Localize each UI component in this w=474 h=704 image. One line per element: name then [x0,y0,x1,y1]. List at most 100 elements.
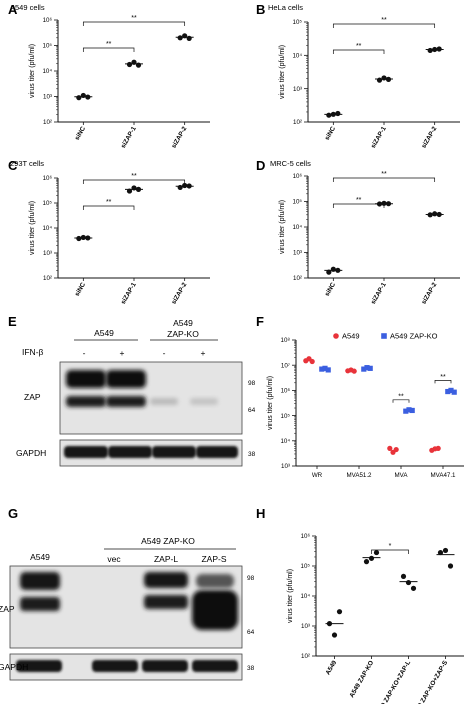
y-tick-label: 10² [301,653,310,660]
data-point-zap-ko [406,407,412,413]
significance-bracket [332,23,436,28]
y-tick-label: 10⁷ [281,362,290,369]
data-point [76,235,82,242]
data-point-a549 [351,368,357,374]
y-axis-label: virus titer (pfu/ml) [287,569,294,623]
blot-e-lane1-sign: - [83,348,86,358]
legend-marker-zap-ko [381,333,387,339]
y-axis-label: virus titer (pfu/ml) [279,45,286,99]
blot-g-mw-38: 38 [247,665,255,672]
x-tick-label: siNC [324,281,338,297]
blot-g-group-label: A549 ZAP-KO [141,536,195,546]
data-point-zap-ko [319,366,325,372]
data-point-zap-ko [361,366,367,372]
significance-label: ** [106,41,112,48]
y-tick-label: 10⁶ [43,175,53,182]
data-point-a549 [309,358,315,365]
data-point-zap-ko [403,408,409,414]
blot-g-gapdh-label: GAPDH [0,662,28,672]
x-tick-label: siZAP-2 [420,281,438,305]
blot-g-zap-label: ZAP [0,604,15,614]
data-point-zap-ko [367,365,373,371]
blot-g-lane-zap-s: ZAP-S [201,554,226,564]
y-tick-label: 10⁵ [281,413,291,420]
legend-marker-a549 [333,333,339,339]
y-axis-label: virus titer (pfu/ml) [29,44,36,98]
x-tick-label: A549 [325,659,339,676]
significance-bracket [82,47,135,52]
blot-g-mw-98: 98 [247,575,255,582]
data-point-zap-ko [364,365,370,371]
chart-title: A549 cells [10,3,45,12]
data-point [381,75,387,81]
y-tick-label: 10⁴ [280,438,290,445]
significance-bracket [82,21,186,26]
legend-label: A549 [342,332,360,341]
significance-bracket [82,205,135,210]
y-tick-label: 10⁴ [292,224,302,231]
x-tick-label: MVA51.2 [347,472,373,479]
blot-g-lane-zap-l: ZAP-L [154,554,178,564]
significance-label: ** [356,43,362,50]
x-tick-label: MVA47.1 [431,472,457,479]
data-point [331,632,338,638]
y-tick-label: 10⁴ [292,53,302,60]
blot-e-gapdh-label: GAPDH [16,448,46,458]
data-point [336,609,343,615]
y-axis-label: virus titer (pfu/ml) [29,201,36,255]
data-point [186,35,192,41]
data-point [437,549,444,556]
x-tick-label: WR [312,472,323,479]
y-tick-label: 10² [293,275,302,282]
panel-label-a: A [8,2,18,17]
significance-label: ** [131,15,137,22]
x-tick-label: siZAP-1 [370,281,388,305]
x-tick-label: siZAP-2 [420,125,438,149]
x-tick-label: MVA [395,472,409,479]
y-tick-label: 10³ [43,94,52,101]
significance-label: ** [131,173,137,180]
y-tick-label: 10² [43,275,52,282]
chart-mva-titers: 10³ 10⁴ 10⁵ 10⁶ 10⁷ 10⁸ virus titer (pfu/ml) WR… [267,332,464,479]
data-point [376,77,383,83]
data-point-a549 [387,445,393,451]
data-point-a549 [435,445,441,451]
y-tick-label: 10⁴ [300,593,310,600]
panel-label-b: B [256,2,265,17]
y-tick-label: 10³ [301,623,310,630]
blot-e-lane3-sign: - [163,348,166,358]
blot-e-group2-label-line2: ZAP-KO [167,329,199,339]
data-point [80,234,86,241]
significance-label: ** [381,171,387,178]
data-point-zap-ko [409,407,415,414]
legend-label: A549 ZAP-KO [390,332,438,341]
data-point [447,563,454,569]
chart-title: HeLa cells [268,3,303,12]
significance-bracket [332,49,385,54]
data-point [373,549,380,556]
significance-label: ** [356,197,362,204]
data-point [326,112,332,118]
y-tick-label: 10⁵ [43,43,53,50]
significance-label: ** [398,393,404,400]
y-axis-label: virus titer (pfu/ml) [267,376,274,430]
data-point [335,110,341,117]
blot-e-group1-label: A549 [94,328,114,338]
data-point [330,266,336,272]
blot-g-a549-label: A549 [30,552,50,562]
data-point [400,573,407,580]
western-blot-e: A549 A549 ZAP-KO IFN-β - + - + ZAP 98 64… [16,318,256,467]
data-point [76,95,82,101]
data-point [410,585,417,591]
y-axis-label: virus titer (pfu/ml) [279,200,286,254]
significance-bracket [332,203,385,208]
blot-e-group2-label-line1: A549 [173,318,193,328]
y-tick-label: 10⁶ [301,533,311,540]
blot-g-mw-64: 64 [247,629,255,636]
x-tick-label: siNC [74,125,88,141]
blot-e-mw-64: 64 [248,407,256,414]
x-tick-label: siZAP-1 [120,125,138,149]
data-point [427,47,433,54]
panel-label-e: E [8,314,17,329]
y-tick-label: 10⁵ [43,200,53,207]
